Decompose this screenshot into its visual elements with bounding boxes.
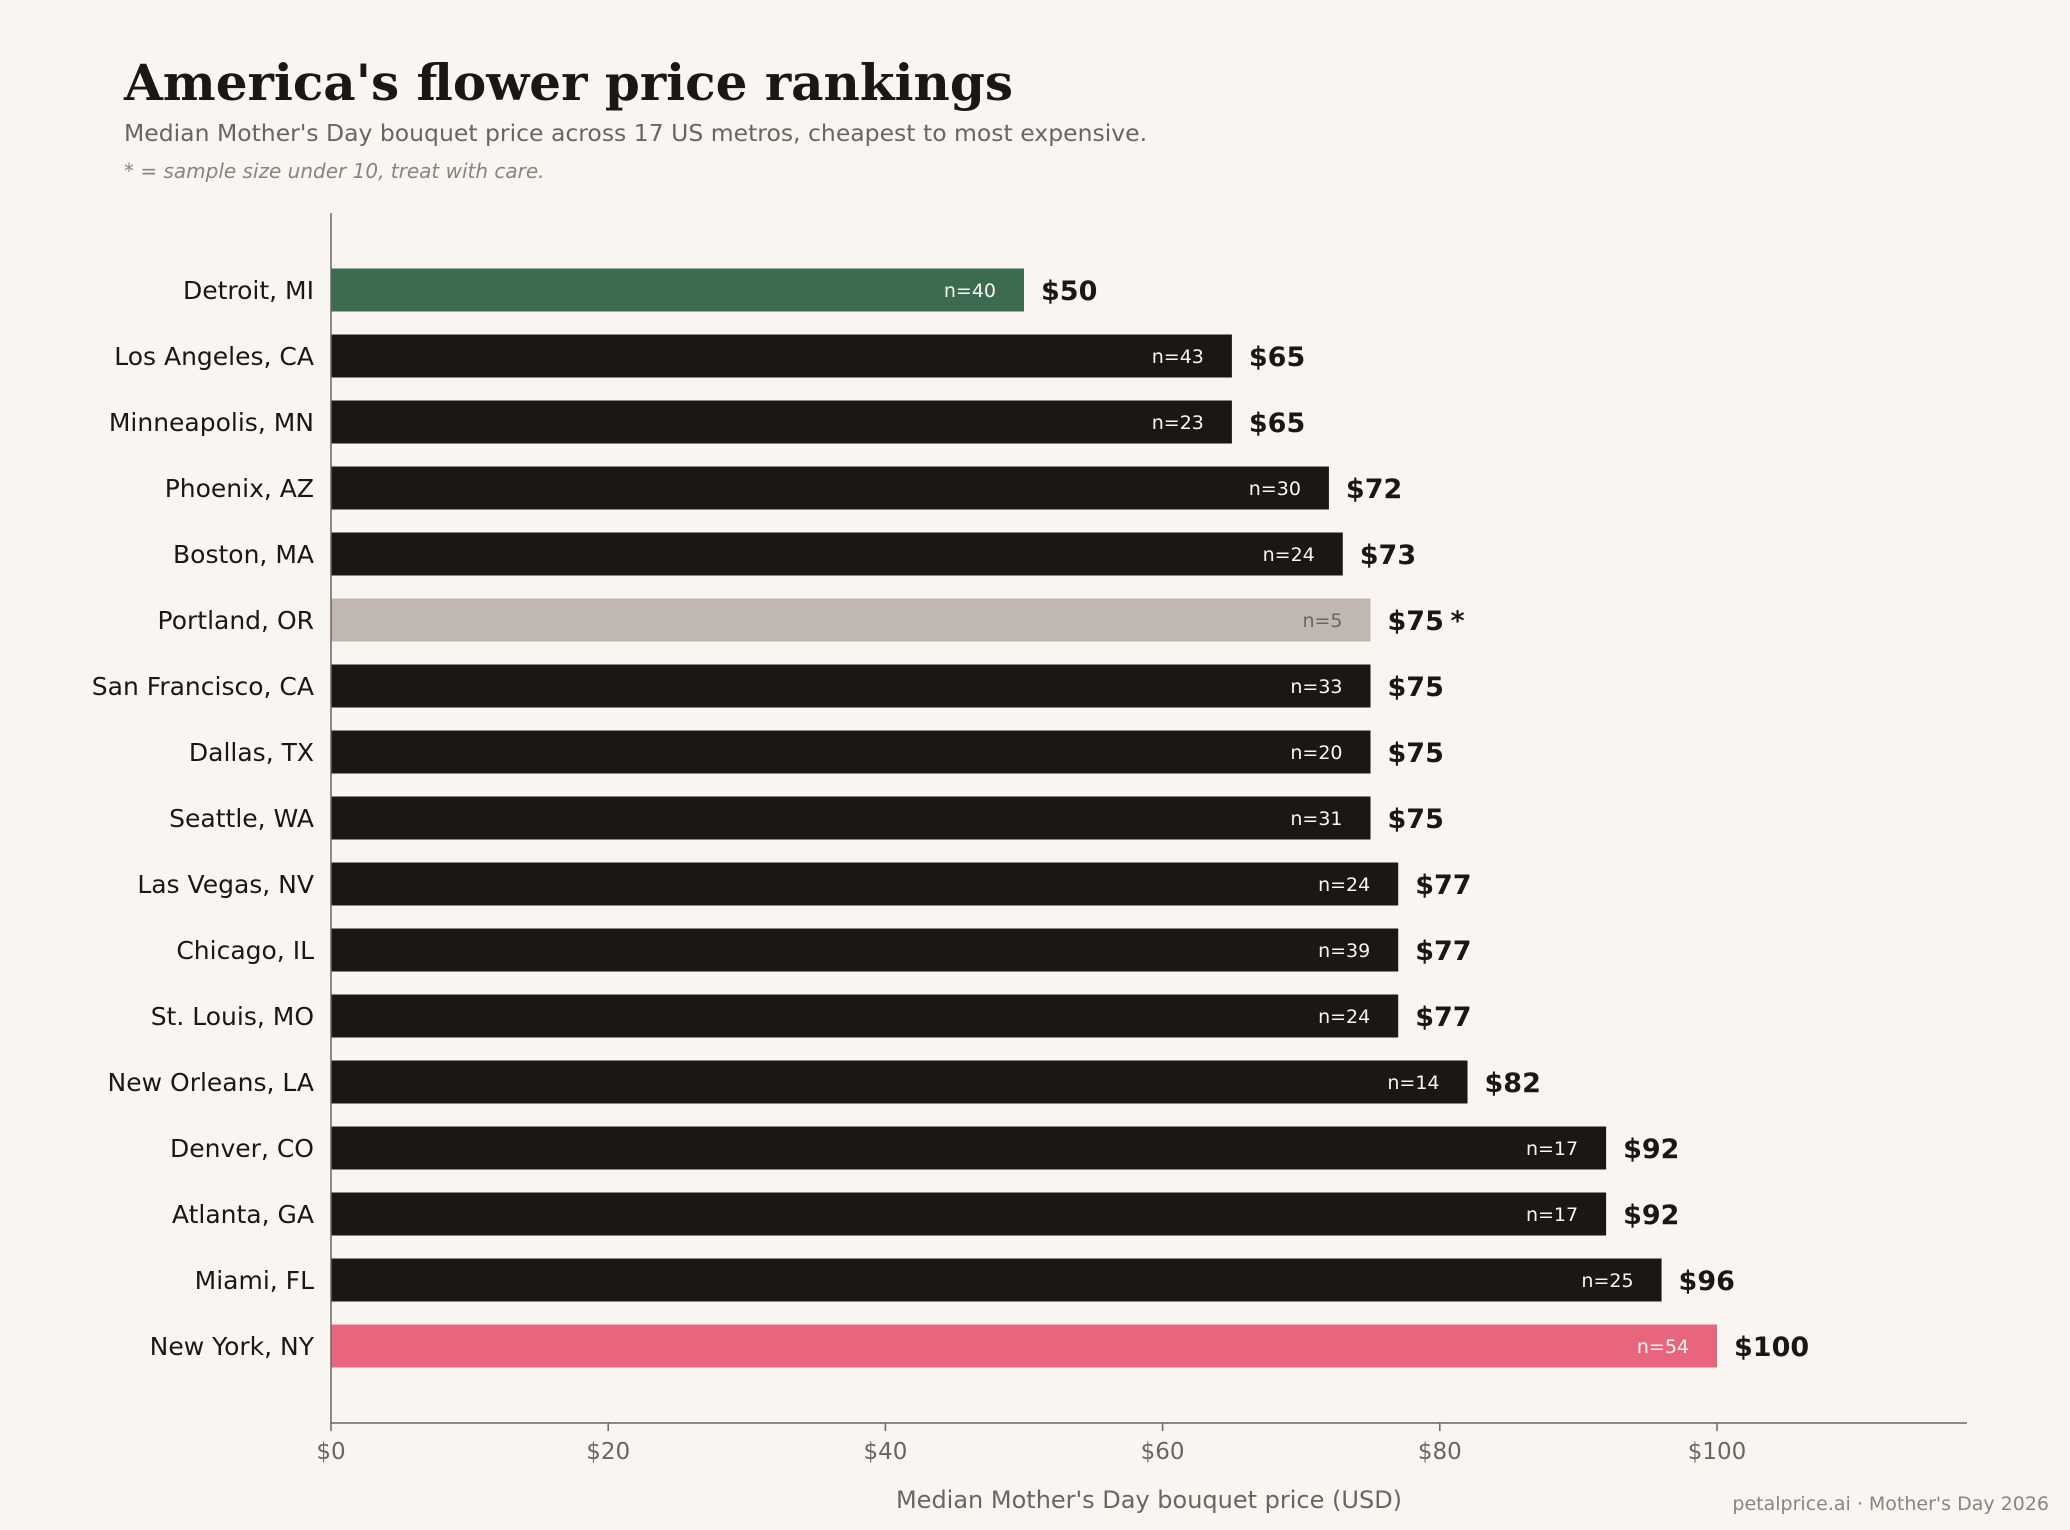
category-label: Los Angeles, CA <box>114 342 314 371</box>
bar <box>331 268 1024 312</box>
category-label: Portland, OR <box>158 606 314 635</box>
value-label: $73 <box>1360 540 1416 571</box>
value-label: $75 <box>1388 738 1444 769</box>
value-label: $100 <box>1734 1332 1809 1363</box>
x-tick-label: $60 <box>1141 1439 1185 1465</box>
x-tick-label: $0 <box>316 1439 345 1465</box>
category-label: Seattle, WA <box>169 804 314 833</box>
sample-size-label: n=33 <box>1290 676 1342 698</box>
sample-size-note: * = sample size under 10, treat with car… <box>124 159 545 183</box>
sample-size-label: n=31 <box>1290 808 1342 830</box>
bar <box>331 730 1371 774</box>
x-tick-label: $40 <box>863 1439 907 1465</box>
value-label: $75 <box>1388 804 1444 835</box>
category-label: San Francisco, CA <box>92 672 314 701</box>
value-label: $82 <box>1485 1068 1541 1099</box>
sample-size-label: n=39 <box>1318 940 1370 962</box>
sample-size-label: n=30 <box>1249 478 1301 500</box>
category-label: Atlanta, GA <box>172 1200 314 1229</box>
category-label: Minneapolis, MN <box>109 408 314 437</box>
sample-size-label: n=24 <box>1318 1006 1370 1028</box>
bar <box>331 1126 1607 1170</box>
value-label: $50 <box>1041 276 1097 307</box>
low-sample-flag: * <box>1451 606 1465 637</box>
bar <box>331 334 1232 378</box>
value-label: $92 <box>1623 1200 1679 1231</box>
sample-size-label: n=20 <box>1290 742 1342 764</box>
bar <box>331 994 1399 1038</box>
sample-size-label: n=43 <box>1152 346 1204 368</box>
sample-size-label: n=24 <box>1263 544 1315 566</box>
value-label: $72 <box>1346 474 1402 505</box>
bar <box>331 862 1399 906</box>
bar <box>331 664 1371 708</box>
value-label: $65 <box>1249 408 1305 439</box>
sample-size-label: n=14 <box>1387 1072 1439 1094</box>
sample-size-label: n=23 <box>1152 412 1204 434</box>
bar <box>331 1258 1662 1302</box>
sample-size-label: n=24 <box>1318 874 1370 896</box>
category-label: New York, NY <box>150 1332 315 1361</box>
x-tick-label: $80 <box>1418 1439 1462 1465</box>
category-label: Phoenix, AZ <box>165 474 314 503</box>
bar <box>331 532 1343 576</box>
value-label: $65 <box>1249 342 1305 373</box>
value-label: $75 <box>1388 606 1444 637</box>
chart-title: America's flower price rankings <box>124 53 1014 112</box>
value-label: $96 <box>1679 1266 1735 1297</box>
chart-subtitle: Median Mother's Day bouquet price across… <box>124 119 1148 147</box>
bar <box>331 1060 1468 1104</box>
bar <box>331 598 1371 642</box>
bar <box>331 1324 1717 1368</box>
value-label: $92 <box>1623 1134 1679 1165</box>
sample-size-label: n=25 <box>1581 1270 1633 1292</box>
value-label: $75 <box>1388 672 1444 703</box>
sample-size-label: n=17 <box>1526 1138 1578 1160</box>
category-label: Boston, MA <box>173 540 314 569</box>
category-label: St. Louis, MO <box>151 1002 314 1031</box>
sample-size-label: n=40 <box>944 280 996 302</box>
category-label: Dallas, TX <box>189 738 314 767</box>
bars-group: n=40 $50 n=43 $65 n=23 $65 n=30 $72 n=24 $73 n=5 $7… <box>331 268 1809 1368</box>
bar <box>331 796 1371 840</box>
y-axis-labels: Detroit, MI Los Angeles, CA Minneapolis, M… <box>92 276 315 1361</box>
bar <box>331 400 1232 444</box>
value-label: $77 <box>1415 936 1471 967</box>
category-label: Chicago, IL <box>176 936 314 965</box>
x-tick-label: $100 <box>1688 1439 1747 1465</box>
x-axis: $0 $20 $40 $60 $80 $100 <box>316 213 1967 1465</box>
source-credit: petalprice.ai · Mother's Day 2026 <box>1732 1493 2049 1515</box>
bar <box>331 928 1399 972</box>
x-tick-label: $20 <box>586 1439 630 1465</box>
x-axis-title: Median Mother's Day bouquet price (USD) <box>896 1486 1402 1514</box>
category-label: New Orleans, LA <box>108 1068 314 1097</box>
sample-size-label: n=54 <box>1637 1336 1689 1358</box>
category-label: Denver, CO <box>170 1134 314 1163</box>
category-label: Detroit, MI <box>183 276 314 305</box>
bar <box>331 466 1329 510</box>
bar <box>331 1192 1607 1236</box>
category-label: Las Vegas, NV <box>137 870 314 899</box>
sample-size-label: n=17 <box>1526 1204 1578 1226</box>
sample-size-label: n=5 <box>1302 610 1342 632</box>
category-label: Miami, FL <box>195 1266 314 1295</box>
value-label: $77 <box>1415 870 1471 901</box>
value-label: $77 <box>1415 1002 1471 1033</box>
